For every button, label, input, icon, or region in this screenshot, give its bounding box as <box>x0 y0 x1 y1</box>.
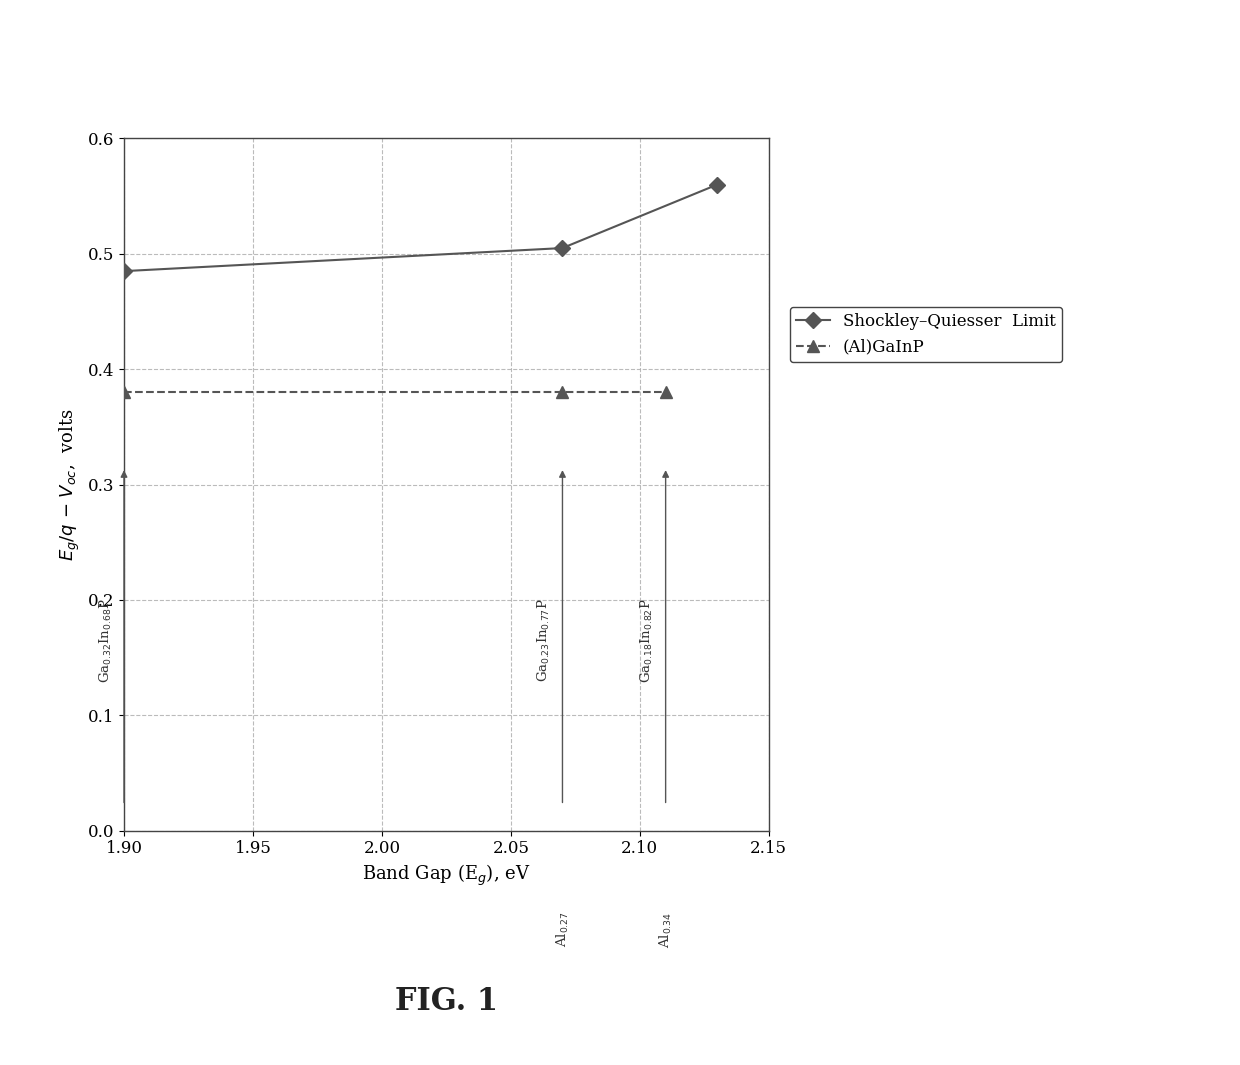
Text: Al$_{0.27}$: Al$_{0.27}$ <box>554 912 570 947</box>
Text: Ga$_{0.32}$In$_{0.68}$P: Ga$_{0.32}$In$_{0.68}$P <box>98 597 114 683</box>
Y-axis label: $E_g/q$ $-$ $V_{oc}$,  volts: $E_g/q$ $-$ $V_{oc}$, volts <box>58 408 82 561</box>
X-axis label: Band Gap (E$_g$), eV: Band Gap (E$_g$), eV <box>362 863 531 888</box>
Text: Ga$_{0.23}$In$_{0.77}$P: Ga$_{0.23}$In$_{0.77}$P <box>536 599 552 682</box>
Text: FIG. 1: FIG. 1 <box>394 985 498 1017</box>
Text: Al$_{0.34}$: Al$_{0.34}$ <box>657 912 673 948</box>
Legend: Shockley–Quiesser  Limit, (Al)GaInP: Shockley–Quiesser Limit, (Al)GaInP <box>790 307 1063 362</box>
Text: Ga$_{0.18}$In$_{0.82}$P: Ga$_{0.18}$In$_{0.82}$P <box>639 597 655 683</box>
